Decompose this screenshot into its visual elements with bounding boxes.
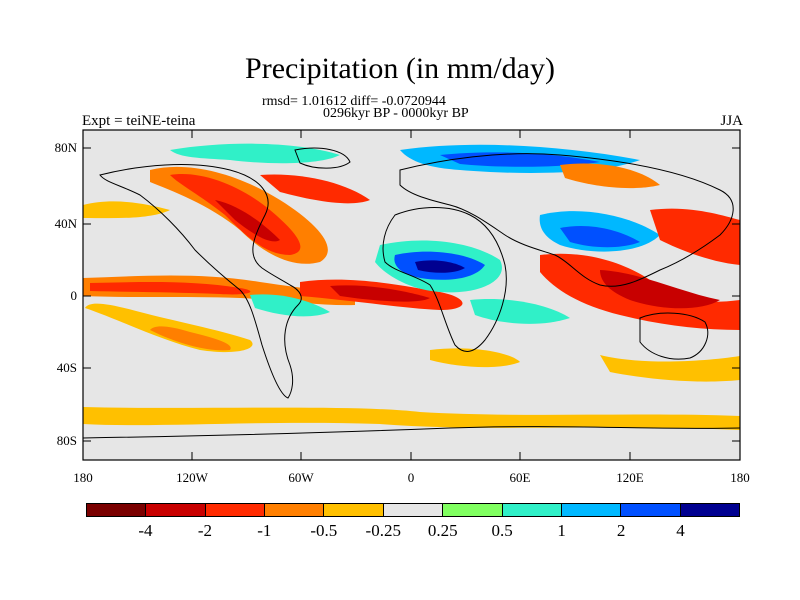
experiment-label: Expt = teiNE-teina [82, 113, 196, 129]
anomaly-region [330, 285, 430, 302]
colorbar-label: -1 [257, 521, 272, 540]
x-tick-label: 120W [176, 470, 208, 485]
colorbar-label: -2 [197, 521, 212, 540]
anomaly-region [600, 270, 720, 309]
anomaly-region [83, 201, 170, 219]
africa-coastline [382, 207, 507, 352]
colorbar-label: -4 [138, 521, 153, 540]
australia-coastline [639, 312, 709, 360]
x-tick-label: 180 [73, 470, 93, 485]
anomaly-region [600, 355, 740, 382]
y-tick-label: 0 [70, 288, 78, 303]
y-tick-label: 40N [54, 216, 77, 231]
colorbar-label: 1 [557, 521, 566, 540]
anomaly-region [470, 299, 570, 324]
anomaly-region [650, 208, 740, 265]
anomaly-region [260, 174, 370, 204]
rmsd-stats: rmsd= 1.01612 diff= -0.0720944 [262, 94, 446, 109]
time-period: 0296kyr BP - 0000kyr BP [323, 106, 469, 121]
antarctica-coastline [83, 426, 740, 439]
anomaly-region [90, 282, 251, 295]
season-label: JJA [720, 113, 743, 129]
x-tick-label: 180 [730, 470, 750, 485]
colorbar-label: 4 [676, 521, 685, 540]
colorbar-swatch [680, 504, 739, 516]
anomaly-region [150, 326, 231, 351]
greenland-coastline [294, 147, 351, 169]
colorbar-labels: -4 -2 -1 -0.5 -0.25 0.25 0.5 1 2 4 [86, 521, 740, 543]
colorbar-swatch [561, 504, 622, 516]
axis-ticks [82, 130, 741, 460]
x-tick-label: 0 [407, 470, 415, 485]
colorbar [86, 503, 740, 517]
anomaly-region [560, 225, 640, 248]
x-tick-label: 60W [288, 470, 314, 485]
colorbar-swatch [621, 504, 681, 516]
y-tick-label: 40S [56, 360, 77, 375]
colorbar-swatch [146, 504, 206, 516]
anomaly-region [415, 260, 465, 273]
x-tick-label: 120E [616, 470, 644, 485]
colorbar-label: 2 [616, 521, 626, 540]
colorbar-swatch [502, 504, 562, 516]
colorbar-label: -0.25 [365, 521, 401, 540]
coastlines [83, 147, 740, 439]
colorbar-swatch [265, 504, 325, 516]
anomaly-region [430, 348, 520, 368]
colorbar-label: 0.25 [427, 521, 458, 540]
colorbar-label: -0.5 [310, 521, 338, 540]
eurasia-coastline [399, 153, 734, 287]
anomaly-fields [83, 143, 740, 430]
colorbar-swatch [383, 504, 444, 516]
anomaly-region [83, 407, 740, 430]
anomaly-region [215, 200, 280, 242]
y-tick-label: 80N [54, 140, 77, 155]
map-title: Precipitation (in mm/day) [245, 52, 555, 85]
anomaly-region [170, 143, 340, 164]
colorbar-swatch [324, 504, 384, 516]
colorbar-swatch [205, 504, 266, 516]
colorbar-label: 0.5 [491, 521, 513, 540]
anomaly-region [560, 163, 660, 189]
americas-coastline [99, 164, 302, 399]
x-tick-label: 60E [509, 470, 531, 485]
y-tick-label: 80S [56, 433, 77, 448]
colorbar-swatch [443, 504, 503, 516]
colorbar-swatch [87, 504, 147, 516]
anomaly-region [250, 294, 330, 317]
